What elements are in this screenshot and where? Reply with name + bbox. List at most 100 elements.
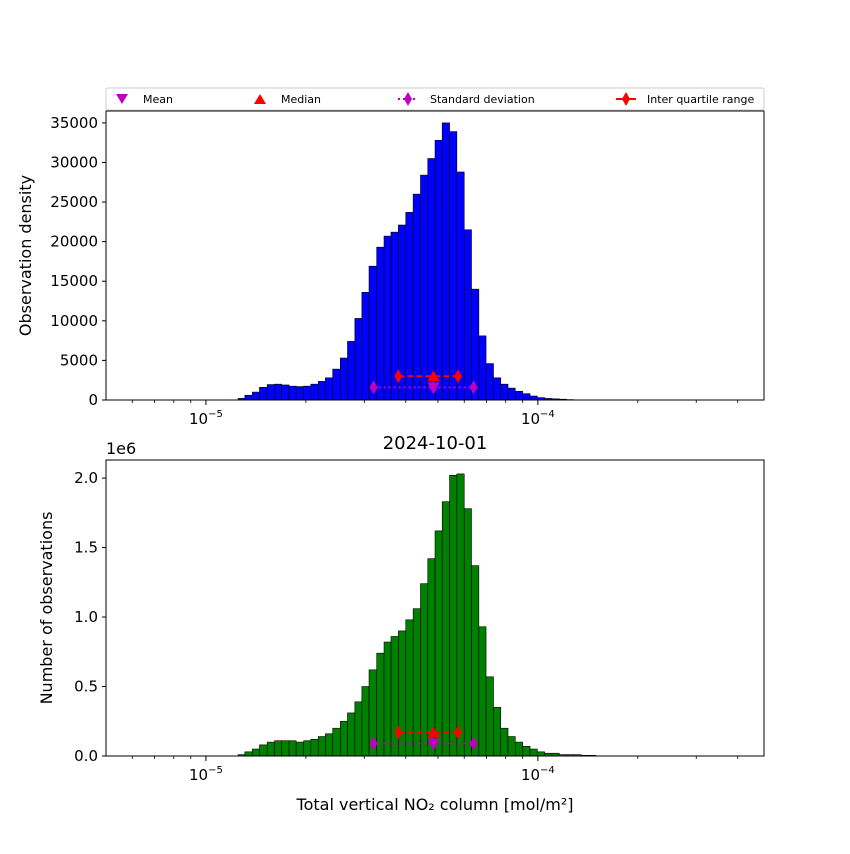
histogram-bar (515, 391, 522, 400)
histogram-bar (428, 159, 435, 400)
histogram-bar (369, 266, 377, 400)
histogram-bar (464, 509, 471, 756)
histogram-bar (501, 728, 508, 756)
y-tick-label: 1.0 (74, 608, 98, 626)
histogram-bar (355, 702, 362, 756)
histogram-bar (428, 559, 435, 756)
histogram-bar (348, 713, 355, 756)
histogram-bar (479, 627, 486, 756)
histogram-bar (501, 384, 508, 400)
x-tick-label: 10−4 (521, 409, 555, 428)
y-tick-label: 15000 (50, 272, 98, 290)
histogram-bar (311, 384, 318, 400)
histogram-bar (377, 247, 384, 400)
histogram-bar (355, 318, 362, 400)
top-x-ticks: 10−5 10−4 (132, 400, 737, 428)
x-tick-label: 10−5 (189, 409, 223, 428)
histogram-bar (479, 336, 486, 400)
legend-std-label: Standard deviation (430, 93, 535, 106)
histogram-bar (435, 140, 442, 400)
histogram-bar (259, 387, 267, 400)
histogram-bar (486, 364, 493, 400)
histogram-bar (493, 707, 500, 756)
legend-median-label: Median (281, 93, 321, 106)
bottom-title: 2024-10-01 (383, 433, 488, 454)
histogram-bar (275, 741, 282, 756)
histogram-bar (245, 395, 253, 400)
histogram-bar (413, 194, 420, 400)
histogram-bar (311, 739, 318, 756)
histogram-bar (406, 620, 413, 756)
histogram-bar (442, 502, 449, 756)
histogram-bar (450, 475, 457, 756)
legend: Mean Median Standard deviation Inter qua… (106, 88, 764, 110)
y-tick-label: 0.5 (74, 678, 98, 696)
bottom-y-axis-label: Number of observations (37, 512, 56, 705)
histogram-bar (435, 531, 442, 756)
bottom-x-ticks: 10−5 10−4 (132, 756, 737, 784)
histogram-bar (275, 384, 282, 400)
y-tick-label: 10000 (50, 312, 98, 330)
y-tick-label: 1.5 (74, 539, 98, 557)
histogram-bar (508, 737, 515, 756)
histogram-bar (530, 396, 537, 400)
histogram-bar (296, 742, 304, 756)
histogram-bar (384, 236, 391, 400)
histogram-bar (333, 369, 341, 400)
histogram-bar (348, 341, 355, 400)
histogram-bar (340, 358, 347, 400)
x-tick-label: 10−4 (521, 765, 555, 784)
legend-iqr-label: Inter quartile range (647, 93, 754, 106)
histogram-bar (530, 749, 537, 756)
histogram-bar (420, 584, 427, 756)
histogram-bar (377, 653, 384, 756)
histogram-bar (450, 132, 457, 400)
y-tick-label: 30000 (50, 153, 98, 171)
histogram-bar (508, 388, 515, 400)
histogram-bar (391, 636, 398, 756)
histogram-bar (493, 378, 500, 400)
histogram-bar (252, 749, 259, 756)
y-tick-label: 20000 (50, 233, 98, 251)
histogram-bar (384, 642, 391, 756)
histogram-bar (304, 386, 311, 400)
y-tick-label: 0.0 (74, 747, 98, 765)
bottom-histogram-bars (238, 474, 596, 756)
histogram-bar (471, 566, 478, 756)
histogram-bar (523, 394, 530, 400)
legend-mean-label: Mean (143, 93, 173, 106)
histogram-bar (537, 752, 544, 756)
histogram-bar (486, 677, 493, 756)
y-tick-label: 35000 (50, 114, 98, 132)
histogram-bar (267, 385, 274, 400)
top-histogram-bars (238, 123, 574, 400)
bottom-x-axis-label: Total vertical NO₂ column [mol/m²] (296, 795, 574, 814)
histogram-bar (523, 746, 530, 756)
histogram-bar (420, 175, 427, 400)
y-tick-label: 25000 (50, 193, 98, 211)
histogram-bar (413, 609, 420, 756)
histogram-bar (457, 474, 464, 756)
histogram-bar (406, 212, 413, 400)
histogram-bar (318, 737, 325, 756)
histogram-bar (325, 734, 332, 756)
histogram-bar (289, 386, 296, 400)
histogram-bar (252, 392, 259, 400)
histogram-bar (362, 687, 369, 756)
histogram-bar (304, 741, 311, 756)
histogram-bar (289, 741, 296, 756)
histogram-bar (464, 230, 471, 400)
histogram-bar (325, 378, 332, 400)
bottom-y-ticks: 0.00.51.01.52.0 (74, 469, 106, 765)
histogram-bar (318, 381, 325, 400)
histogram-bar (362, 292, 369, 400)
top-y-axis-label: Observation density (16, 175, 35, 336)
y-tick-label: 5000 (60, 351, 98, 369)
histogram-bar (282, 741, 289, 756)
x-tick-label: 10−5 (189, 765, 223, 784)
histogram-bar (245, 752, 253, 756)
